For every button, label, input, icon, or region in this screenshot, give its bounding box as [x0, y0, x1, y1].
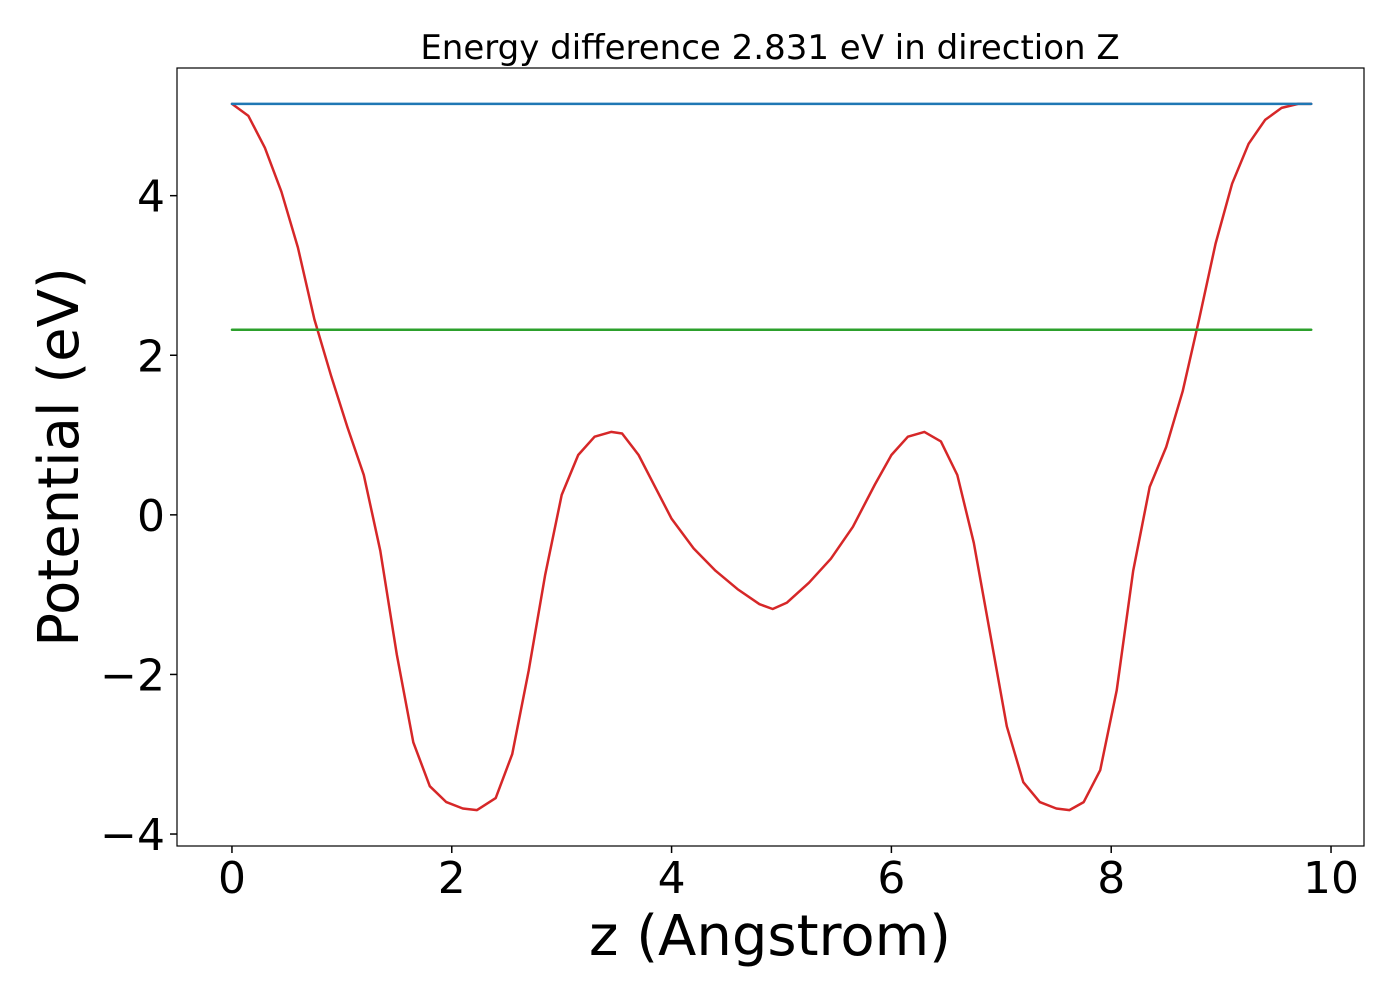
y-axis-label: Potential (eV) — [27, 267, 92, 647]
y-tick-label-4: 4 — [137, 172, 165, 223]
x-tick-label-3: 6 — [877, 853, 905, 904]
plot-frame — [176, 67, 1365, 847]
x-tick-label-5: 10 — [1303, 853, 1359, 904]
y-tick-label-1: −2 — [100, 650, 165, 701]
x-tick-label-2: 4 — [658, 853, 686, 904]
x-axis: 0 2 4 6 8 10 — [218, 846, 1359, 904]
series-line-1 — [230, 102, 1313, 812]
y-tick-label-3: 2 — [137, 331, 165, 382]
x-tick-label-0: 0 — [218, 853, 246, 904]
series-layer — [230, 102, 1313, 812]
y-tick-label-2: 0 — [137, 491, 165, 542]
x-tick-label-4: 8 — [1097, 853, 1125, 904]
x-axis-label: z (Angstrom) — [589, 904, 951, 969]
x-tick-label-1: 2 — [438, 853, 466, 904]
y-axis: −4 −2 0 2 4 — [100, 172, 177, 861]
y-tick-label-0: −4 — [100, 810, 165, 861]
chart-title: Energy difference 2.831 eV in direction … — [420, 28, 1119, 68]
